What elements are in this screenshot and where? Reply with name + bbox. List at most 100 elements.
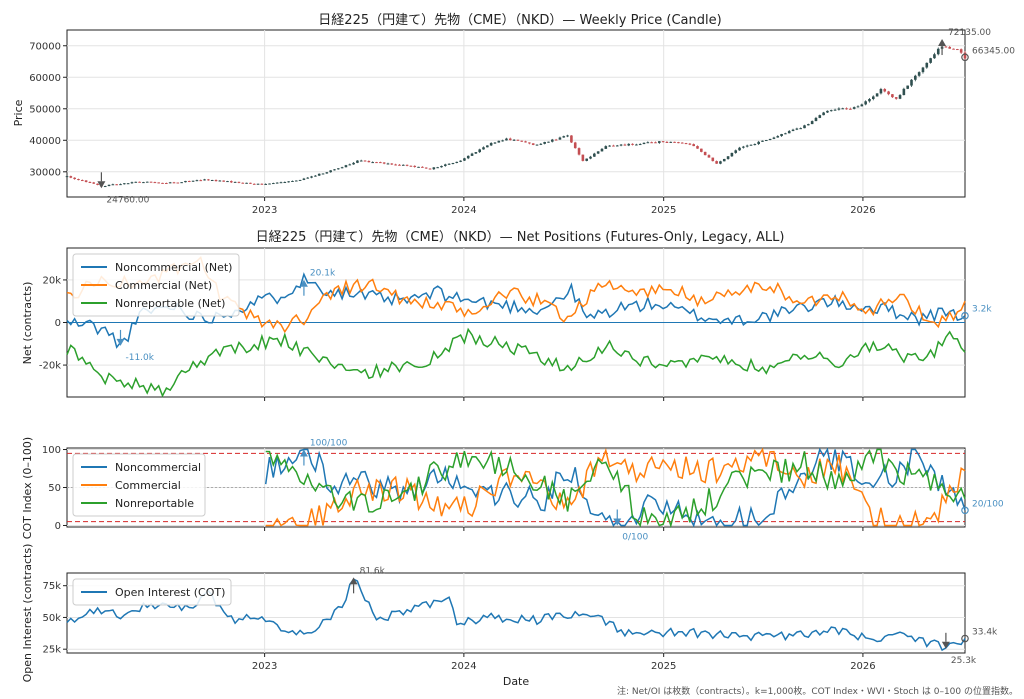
candle-body [497, 140, 501, 143]
last-label: 3.2k [972, 305, 992, 315]
candle-body [275, 182, 279, 184]
candle-body [891, 94, 894, 98]
candle-body [822, 112, 825, 116]
candle-body [348, 164, 352, 166]
candle-body [944, 46, 948, 48]
candle-body [807, 124, 810, 126]
max-label: 81.6k [360, 566, 386, 576]
max-marker [299, 279, 308, 287]
candle-body [887, 91, 890, 95]
series-line-nonreportable [265, 448, 966, 529]
last-marker [961, 506, 969, 515]
legend-box [72, 578, 232, 606]
max-label: 72135.00 [948, 28, 991, 38]
candle-body [845, 108, 848, 110]
last-label: 66345.00 [972, 46, 1015, 56]
max-marker [349, 577, 358, 585]
candle-body [791, 129, 795, 132]
candle-body [914, 75, 917, 80]
oi-y-ticks: 25k 50k 75k [42, 581, 67, 656]
candle-body [298, 179, 302, 181]
legend-entry: Commercial [115, 479, 181, 492]
candle-body [329, 170, 332, 173]
candle-body [799, 128, 802, 130]
candle-body [757, 141, 760, 145]
net-annotations: 20.1k -11.0k 3.2k [116, 269, 992, 363]
candle-body [956, 49, 959, 51]
last-label: 33.4k [972, 628, 998, 638]
candle-body [898, 95, 902, 99]
candle-body [470, 153, 474, 156]
candle-body [768, 138, 772, 141]
candle-body [394, 164, 397, 166]
candle-body [917, 72, 921, 76]
candle-body [489, 143, 493, 146]
candle-body [142, 182, 145, 184]
last-marker [961, 311, 969, 320]
candle-body [203, 179, 206, 181]
oi-x-tick-label: 2025 [651, 661, 676, 672]
candle-body [833, 109, 837, 111]
price-x-tick-label: 2025 [651, 205, 676, 216]
candle-body [424, 167, 428, 169]
candle-body [386, 163, 390, 165]
candle-body [936, 48, 940, 55]
candle-body [291, 180, 294, 182]
candle-body [849, 108, 852, 110]
cot-annotations: 100/100 0/100 20/100 [299, 439, 1004, 542]
candle-body [703, 151, 707, 156]
candle-body [191, 180, 195, 182]
candle-body [413, 165, 417, 167]
candle-body [107, 184, 111, 187]
candle-body [237, 181, 241, 183]
candle-body [241, 182, 245, 184]
oi-y-tick-label: 25k [42, 645, 61, 656]
min-label: 25.3k [951, 656, 977, 666]
min-marker [941, 641, 950, 649]
candle-body [199, 180, 203, 182]
candle-body [482, 147, 485, 150]
candle-body [153, 182, 157, 184]
candle-body [871, 96, 875, 100]
candle-body [921, 67, 925, 73]
candle-body [222, 180, 225, 182]
candle-body [371, 162, 375, 164]
oi-legend: Open Interest (COT) [72, 578, 232, 606]
candle-body [680, 142, 684, 144]
price-y-tick-label: 50000 [29, 104, 61, 115]
candle-body [115, 184, 118, 186]
candle-body [539, 143, 543, 145]
candle-body [722, 158, 726, 162]
last-label: 20/100 [972, 499, 1004, 509]
candle-body [145, 181, 149, 183]
candle-body [375, 162, 378, 164]
candle-body [577, 148, 581, 155]
legend-entry: Open Interest (COT) [115, 586, 225, 599]
candle-body [608, 145, 611, 147]
price-y-label: Price [12, 99, 25, 126]
candle-body [249, 182, 252, 184]
candle-body [734, 150, 738, 153]
oi-x-tick-label: 2024 [451, 661, 476, 672]
candle-body [883, 89, 887, 92]
candle-body [688, 143, 692, 145]
candle-body [157, 182, 161, 184]
price-y-tick-label: 40000 [29, 136, 61, 147]
candle-body [512, 139, 516, 141]
candle-body [543, 141, 546, 144]
cot-y-tick-label: 100 [42, 445, 61, 456]
candle-body [745, 145, 749, 147]
price-y-tick-label: 30000 [29, 167, 61, 178]
candle-body [92, 182, 96, 184]
oi-y-tick-label: 50k [42, 613, 61, 624]
candle-body [455, 161, 459, 163]
oi-annotations: 81.6k 25.3k 33.4k [349, 566, 998, 666]
candle-body [321, 173, 325, 175]
candle-body [787, 131, 791, 134]
candle-body [111, 184, 115, 186]
net-y-tick-label: -20k [39, 361, 61, 372]
candle-body [929, 58, 932, 63]
net-y-tick-label: 20k [42, 275, 61, 286]
series-line-noncommercial [264, 447, 966, 528]
